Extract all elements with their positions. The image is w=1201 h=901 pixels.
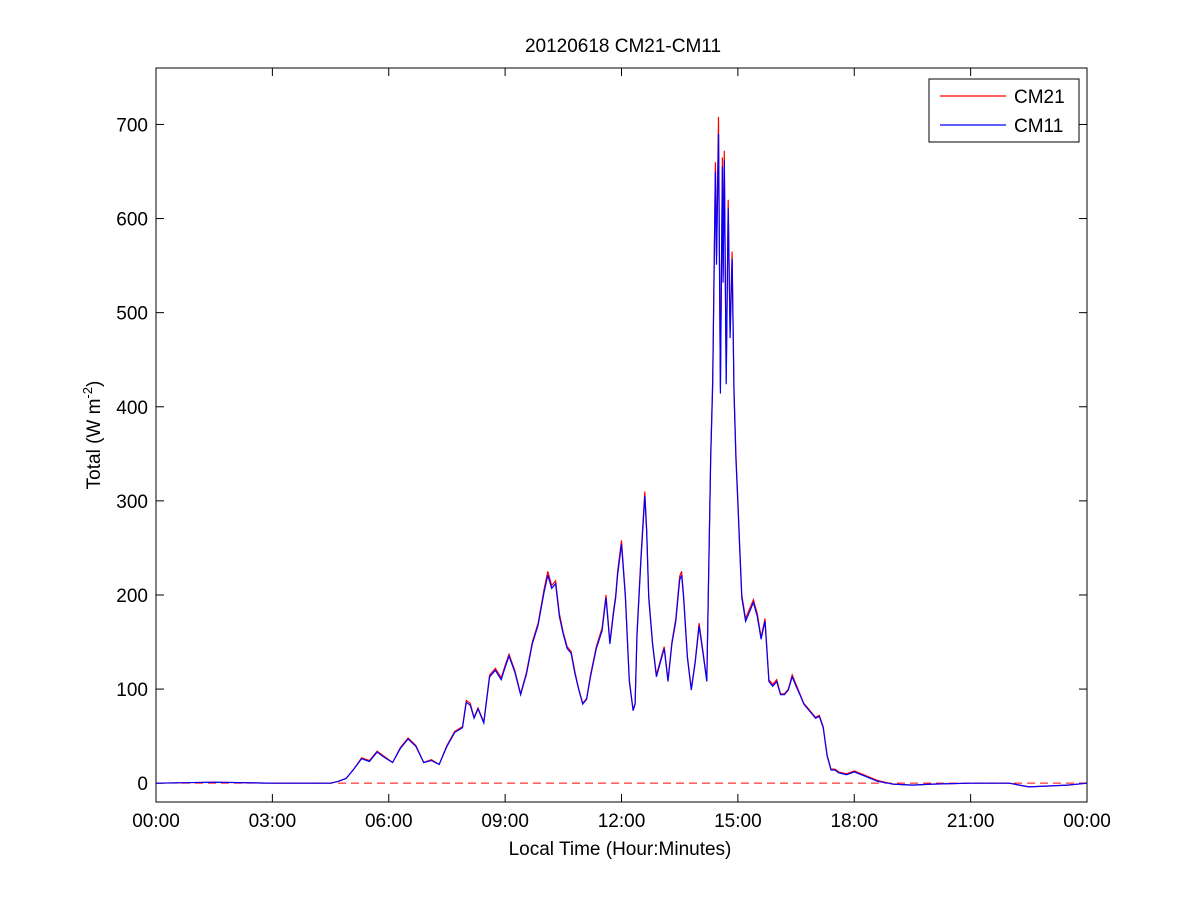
x-tick-label: 21:00 (947, 811, 995, 832)
y-tick-label: 200 (116, 586, 148, 607)
x-axis-title: Local Time (Hour:Minutes) (509, 839, 732, 860)
series-line-cm11 (155, 133, 1088, 788)
x-tick-label: 09:00 (481, 811, 529, 832)
legend-label-cm21: CM21 (1014, 87, 1065, 108)
y-tick-label: 300 (116, 492, 148, 513)
y-tick-label: 400 (116, 398, 148, 419)
y-tick-label: 600 (116, 210, 148, 231)
x-tick-label: 15:00 (714, 811, 762, 832)
y-axis-title-main: Total (W m (84, 399, 105, 490)
x-tick-label: 00:00 (132, 811, 180, 832)
y-tick-label: 0 (137, 774, 148, 795)
legend: CM21 CM11 (928, 78, 1080, 143)
plot-area (155, 67, 1088, 803)
x-tick-label: 12:00 (598, 811, 646, 832)
y-axis-title: Total (W m-2) (80, 381, 105, 490)
y-tick-label: 700 (116, 115, 148, 136)
y-axis-title-close: ) (84, 381, 105, 387)
x-tick-label: 03:00 (249, 811, 297, 832)
chart-title: 20120618 CM21-CM11 (525, 36, 721, 57)
x-tick-label: 06:00 (365, 811, 413, 832)
x-tick-label: 18:00 (830, 811, 878, 832)
x-axis: 00:00 03:00 06:00 09:00 12:00 15:00 18:00 21:00… (132, 68, 1111, 832)
legend-box (928, 78, 1080, 143)
y-tick-label: 500 (116, 304, 148, 325)
legend-label-cm11: CM11 (1014, 116, 1063, 137)
x-tick-label: 00:00 (1063, 811, 1111, 832)
y-axis-title-superscript: -2 (80, 387, 95, 399)
y-axis: 0 100 200 300 400 500 600 700 (116, 115, 1087, 795)
y-tick-label: 100 (116, 680, 148, 701)
